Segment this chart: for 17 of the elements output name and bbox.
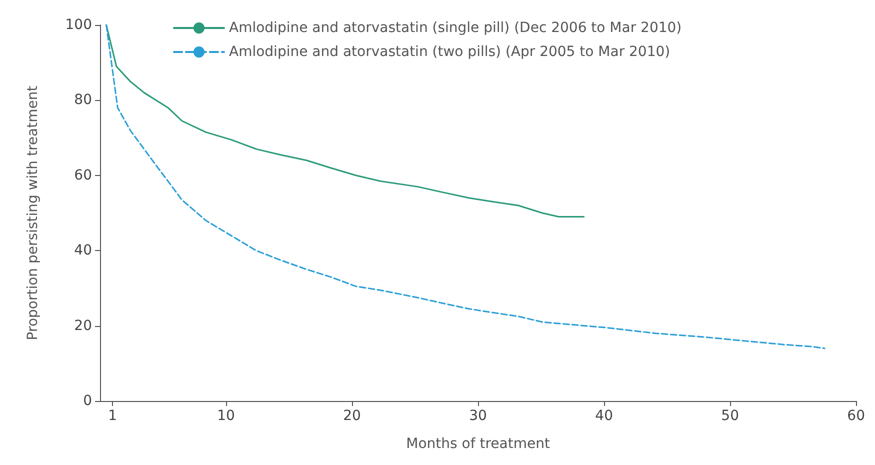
y-tick-label: 20 xyxy=(74,318,92,334)
x-tick-label: 30 xyxy=(469,408,487,424)
y-tick-label: 0 xyxy=(83,393,92,409)
y-tick-label: 40 xyxy=(74,242,92,259)
y-tick-label: 100 xyxy=(65,17,92,33)
y-tick-label: 60 xyxy=(74,167,92,184)
legend-label: Amlodipine and atorvastatin (two pills) (Apr 2005 to Mar 2010) xyxy=(229,44,670,60)
x-tick-label: 60 xyxy=(847,408,866,424)
x-tick-label: 1 xyxy=(108,408,118,424)
y-tick-label: 80 xyxy=(74,92,92,108)
x-axis-title: Months of treatment xyxy=(406,436,550,452)
x-tick-label: 50 xyxy=(721,408,739,424)
y-axis-title: Proportion persisting with treatment xyxy=(25,85,41,340)
x-tick-label: 20 xyxy=(343,408,361,424)
x-tick-label: 40 xyxy=(595,408,613,424)
x-tick-label: 10 xyxy=(217,408,235,424)
legend-label: Amlodipine and atorvastatin (single pill) (Dec 2006 to Mar 2010) xyxy=(229,20,682,36)
